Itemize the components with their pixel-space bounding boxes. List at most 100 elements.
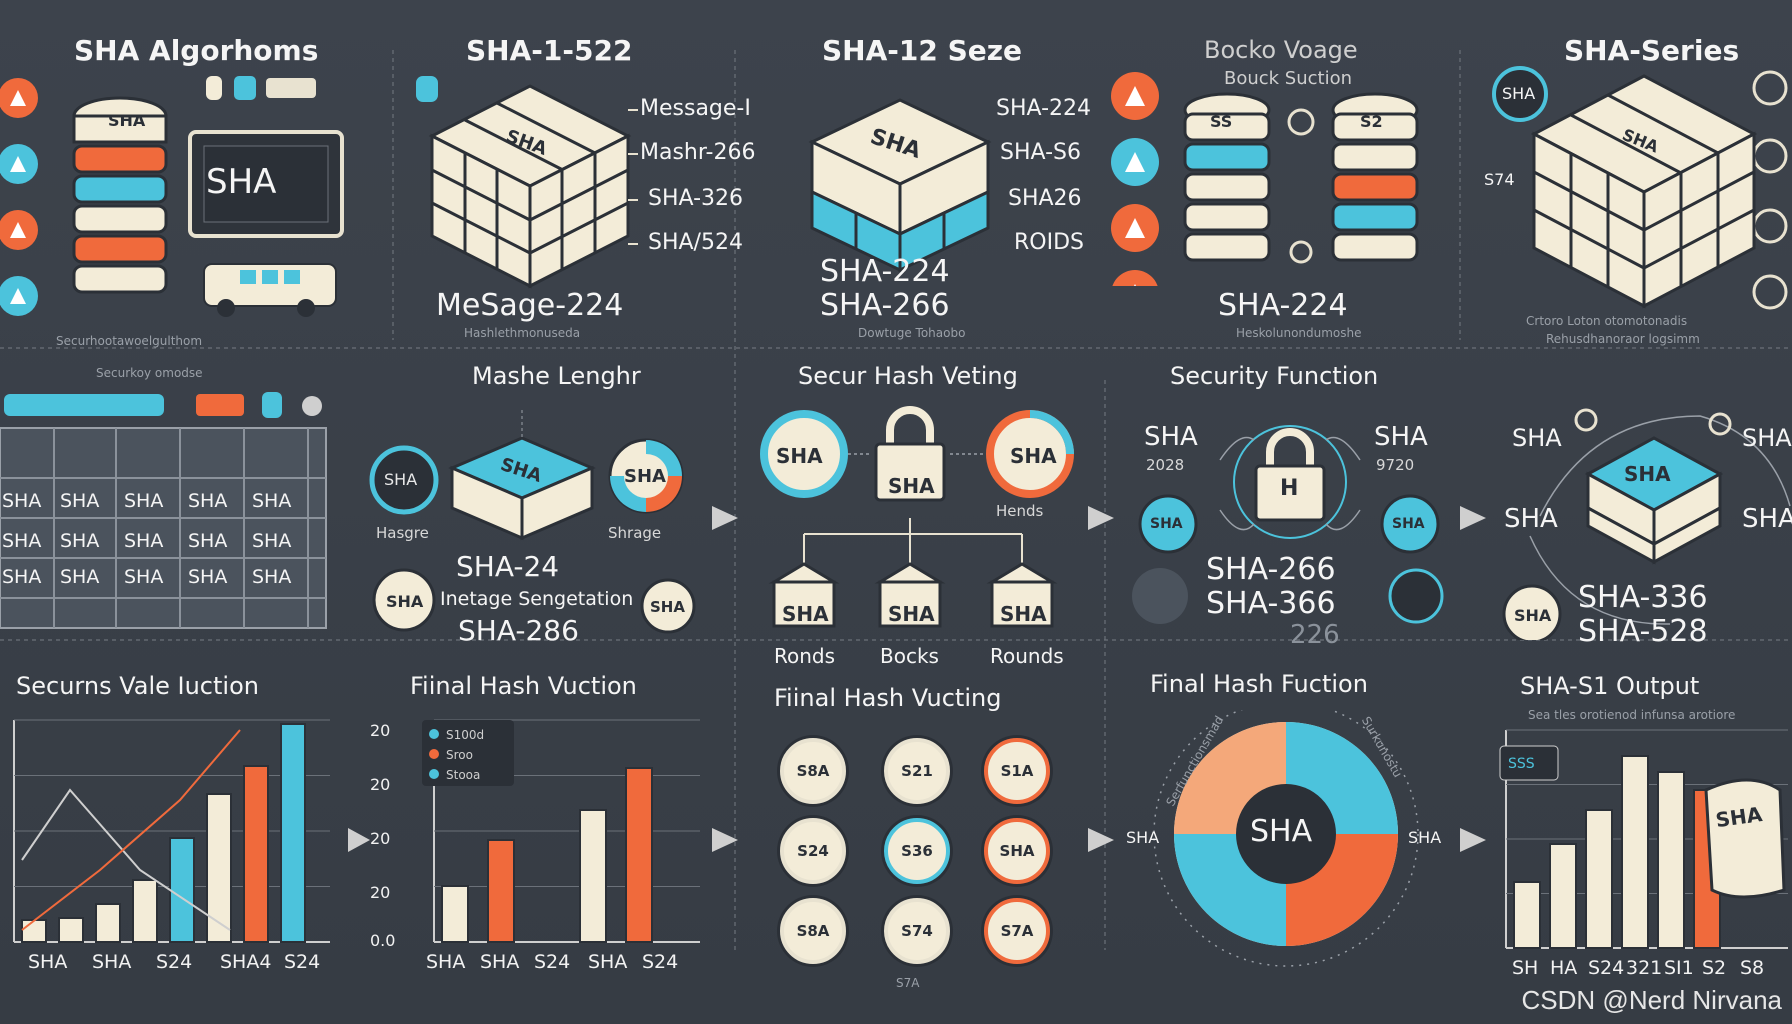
chart2-title: Fiinal Hash Vuction [410, 672, 637, 700]
bar [487, 839, 515, 943]
x-tick-label: SH [1512, 957, 1538, 979]
panel8-right-2: 9720 [1376, 456, 1415, 474]
panel6-left-label: Hasgre [376, 524, 429, 542]
legend-item: Sroo [446, 748, 473, 762]
panel9-graphic [1502, 408, 1791, 640]
panel2-bottom: MeSage-224 [436, 288, 624, 323]
x-tick-label: SHA [588, 951, 627, 973]
hash-circle-label: S7A [1000, 922, 1034, 940]
table-cell: SHA [60, 490, 100, 512]
x-tick-label: SHA [426, 951, 465, 973]
panel8-circle-1: SHA [1150, 516, 1183, 532]
panel5-cube: SHA [1492, 66, 1788, 310]
panel13-donut [1153, 710, 1419, 967]
panel7-box-1: SHA [782, 602, 829, 626]
panel9-right: SHA [1742, 424, 1792, 452]
panel4-subtitle: Bouck Suction [1224, 68, 1353, 89]
y-tick-label: 20 [370, 775, 390, 794]
panel7-right-label: Hends [996, 502, 1044, 520]
panel6-right-label: Shrage [608, 524, 662, 542]
panel5-side: S74 [1484, 170, 1515, 189]
panel4-bottom: SHA-224 [1218, 288, 1348, 323]
hash-circle: S24 [780, 818, 846, 884]
x-tick-label: 321 [1626, 957, 1662, 979]
panel7-title: Secur Hash Veting [798, 362, 1018, 390]
table-cell: SHA [60, 566, 100, 588]
panel3-caption: Dowtuge Tohaobo [858, 326, 966, 340]
panel9-left-2: SHA [1504, 504, 1558, 534]
bar [95, 903, 121, 943]
x-tick-label: S24 [534, 951, 570, 973]
bar [58, 917, 84, 943]
panel3-bottom-2: SHA-266 [820, 288, 950, 323]
panel5-caption-1: Crtoro Loton otomotonadis [1526, 314, 1688, 328]
panel3-cube: SHA [808, 98, 992, 273]
panel9-bottom-1: SHA-336 [1578, 580, 1708, 615]
panel6-mid-1: SHA-24 [456, 550, 560, 583]
panel7-box-label-1: Ronds [774, 644, 836, 668]
panel7-box-3: SHA [1000, 602, 1047, 626]
bar [132, 879, 158, 943]
panel6-right-badge: SHA [624, 466, 666, 487]
panel9-bottom-left: SHA [1514, 606, 1552, 625]
hash-circle: S74 [884, 898, 950, 964]
panel7-box-2: SHA [888, 602, 935, 626]
panel2-caption: Hashlethmonuseda [464, 326, 581, 340]
panel5-caption-2: Rehusdhanoraor logsimm [1546, 332, 1700, 346]
legend-item: S100d [446, 728, 484, 742]
panel3-bottom-1: SHA-224 [820, 254, 950, 289]
panel2-title: SHA-1-522 [466, 34, 633, 67]
panel9-right-2: SHA [1742, 504, 1792, 534]
panel3-title: SHA-12 Seze [822, 34, 1023, 67]
panel2-label-2: Mashr-266 [640, 140, 756, 165]
chart3-title: SHA-S1 Output [1520, 672, 1700, 700]
bar [579, 809, 607, 943]
hash-circle-label: S24 [797, 842, 829, 860]
panel4-graphic [1111, 72, 1419, 286]
table-cell: SHA [252, 530, 292, 552]
table-graphic [0, 392, 327, 629]
legend-item: Stooa [446, 768, 480, 782]
hash-circle: S8A [780, 738, 846, 804]
table-cell: SHA [2, 490, 42, 512]
panel13-right: SHA [1408, 828, 1442, 847]
panel6-title: Mashe Lenghr [472, 362, 641, 390]
panel4-stack-right: S2 [1360, 112, 1383, 131]
table-cell: SHA [188, 490, 228, 512]
panel1-title: SHA Algorhoms [74, 34, 319, 67]
bar [1621, 755, 1649, 949]
panel6-mid-2: Inetage Sengetation [440, 588, 634, 610]
chart1-title: Securns Vale Iuction [16, 672, 259, 700]
y-tick-label: 20 [370, 829, 390, 848]
panel6-left-badge: SHA [384, 470, 418, 489]
panel4-stack-left: SS [1210, 112, 1233, 131]
panel8-title: Security Function [1170, 362, 1379, 390]
panel2-label-4: SHA/524 [648, 230, 743, 255]
table-cell: SHA [188, 530, 228, 552]
hash-circle: S21 [884, 738, 950, 804]
panel5-title: SHA-Series [1564, 34, 1740, 67]
panel3-label-3: SHA26 [1008, 186, 1082, 211]
panel8-graphic [1132, 425, 1444, 624]
panel2-cube: SHA [416, 76, 638, 289]
panel9-left: SHA [1512, 424, 1562, 452]
panel9-cube-label: SHA [1624, 462, 1671, 486]
x-tick-label: SHA [480, 951, 519, 973]
table-cell: SHA [124, 530, 164, 552]
panel7-box-label-2: Bocks [880, 644, 939, 668]
x-tick-label: S24 [156, 951, 192, 973]
x-tick-label: SHA [28, 951, 67, 973]
hash-circle-label: S21 [901, 762, 933, 780]
panel8-circle-2: SHA [1392, 516, 1425, 532]
panel1-caption: Securhootawoelgulthom [56, 334, 203, 348]
x-tick-label: S24 [642, 951, 678, 973]
y-tick-label: 0.0 [370, 931, 395, 950]
panel13-center: SHA [1250, 814, 1313, 849]
panel8-left-1: SHA [1144, 422, 1198, 452]
panel6-bottom-left-badge: SHA [386, 592, 424, 611]
panel7-lock-label: SHA [888, 474, 935, 498]
x-tick-label: S8 [1740, 957, 1764, 979]
panel1-cube-label: SHA [108, 111, 146, 130]
x-tick-label: SHA4 [220, 951, 271, 973]
panel6-mid-3: SHA-286 [458, 614, 579, 647]
